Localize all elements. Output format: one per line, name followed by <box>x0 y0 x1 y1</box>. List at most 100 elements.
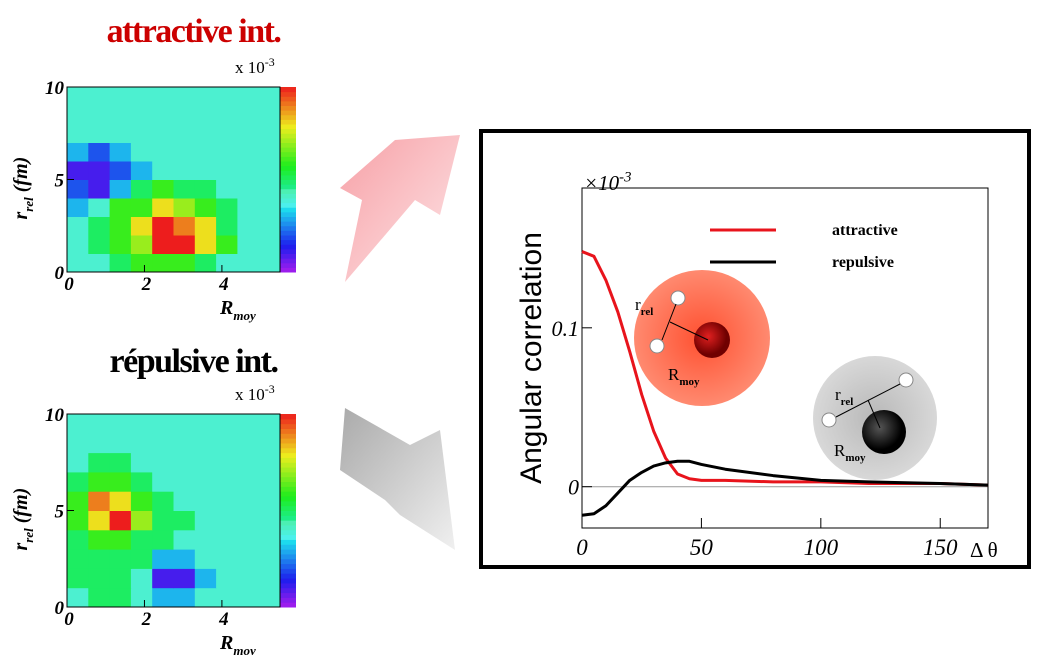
heatmap-cell <box>152 179 174 199</box>
heatmap-cell <box>130 235 153 254</box>
colorbar <box>280 211 296 217</box>
y-tick-label: 10 <box>45 78 65 99</box>
colorbar <box>280 563 296 569</box>
heatmap-cell <box>237 216 260 236</box>
x-tick-label: 150 <box>923 535 958 560</box>
colorbar <box>280 447 296 454</box>
heatmap-cell <box>130 105 153 125</box>
heatmap-cell <box>216 491 238 511</box>
heatmap-cell <box>88 471 111 492</box>
heatmap-cell <box>216 471 238 492</box>
colorbar <box>280 418 296 425</box>
heatmap-cell <box>173 414 196 434</box>
colorbar <box>280 423 296 429</box>
heatmap-cell <box>130 198 153 217</box>
colorbar <box>280 198 296 204</box>
heatmap-cell <box>67 105 89 125</box>
colorbar <box>280 467 296 473</box>
heatmap-cell <box>173 198 196 217</box>
y-axis-label: Angular correlation <box>515 232 548 484</box>
heatmap-cell <box>130 549 153 569</box>
heatmap-cell <box>194 253 217 273</box>
heatmap-cell <box>109 253 132 273</box>
heatmap-cell <box>130 529 153 550</box>
heatmap-cell <box>258 471 281 492</box>
heatmap-cell <box>130 124 153 143</box>
colorbar <box>280 539 296 545</box>
heatmap-cell <box>67 452 89 473</box>
heatmap-cell <box>88 529 111 550</box>
axis-label: rrel (fm) <box>10 157 36 220</box>
heatmap-cell <box>216 198 238 217</box>
colorbar <box>280 161 296 167</box>
colorbar <box>280 442 296 449</box>
colorbar <box>280 133 296 139</box>
heatmap-cell <box>258 452 281 473</box>
exponent-label: ×10-3 <box>584 170 631 195</box>
heatmap-cell <box>109 587 132 608</box>
arrow <box>340 408 455 550</box>
heatmap-cell <box>237 568 260 589</box>
heatmap-cell <box>130 414 153 434</box>
heatmap-cell <box>67 198 89 217</box>
plot-frame <box>581 187 989 529</box>
particle <box>649 338 665 354</box>
heatmap-cell <box>173 549 196 569</box>
heatmap-cell <box>194 568 217 589</box>
heatmap-cell <box>258 216 281 236</box>
heatmap-cell <box>258 161 281 180</box>
particle <box>821 412 837 428</box>
heatmap-cell <box>216 568 238 589</box>
heatmap-cell <box>88 510 111 531</box>
y-tick-label: 0 <box>568 475 579 500</box>
heatmap-cell <box>194 198 217 217</box>
exp-base: x 10 <box>235 58 265 77</box>
heatmap-cell <box>216 414 238 434</box>
heatmap-cell <box>194 414 217 434</box>
annotation-main: r <box>635 295 641 314</box>
label-sub: moy <box>233 643 256 655</box>
heatmap-cell <box>237 529 260 550</box>
y-tick-label: 5 <box>55 171 65 192</box>
heatmap-cell <box>173 587 196 608</box>
colorbar <box>280 137 296 143</box>
heatmap-cell <box>67 549 89 569</box>
heatmap-cell <box>237 471 260 492</box>
heatmap-cell <box>194 510 217 531</box>
particle <box>670 290 686 306</box>
colorbar <box>280 207 296 213</box>
heatmap-cell <box>67 491 89 511</box>
colorbar <box>280 510 296 516</box>
colorbar <box>280 221 296 227</box>
heatmap-cell <box>67 529 89 550</box>
colorbar <box>280 496 296 502</box>
colorbar <box>280 457 296 463</box>
colorbar <box>280 165 296 171</box>
colorbar <box>280 486 296 492</box>
heatmap-cell <box>67 216 89 236</box>
heatmap-cell <box>88 105 111 125</box>
heatmap-cell <box>152 142 174 162</box>
heatmap-cell <box>173 529 196 550</box>
heatmap-cell <box>88 216 111 236</box>
colorbar <box>280 433 296 439</box>
colorbar <box>280 534 296 540</box>
heatmap-cell <box>88 179 111 199</box>
heatmap-cell <box>109 142 132 162</box>
heatmap-cell <box>130 568 153 589</box>
colorbar <box>280 267 296 273</box>
x-tick-label: 0 <box>64 274 74 295</box>
colorbar <box>280 128 296 134</box>
heatmap-cell <box>173 491 196 511</box>
x-tick-label: 0 <box>576 535 588 560</box>
exponent-label: x 10-3 <box>235 55 275 77</box>
heatmap-cell <box>152 216 174 236</box>
annotation-sub: rel <box>841 396 854 408</box>
heatmap-cell <box>152 529 174 550</box>
x-tick-label: 2 <box>141 609 152 630</box>
colorbar <box>280 544 296 550</box>
heatmap-cell <box>173 510 196 531</box>
colorbar <box>280 184 296 190</box>
heatmap-cell <box>152 510 174 531</box>
heatmap-cell <box>152 124 174 143</box>
